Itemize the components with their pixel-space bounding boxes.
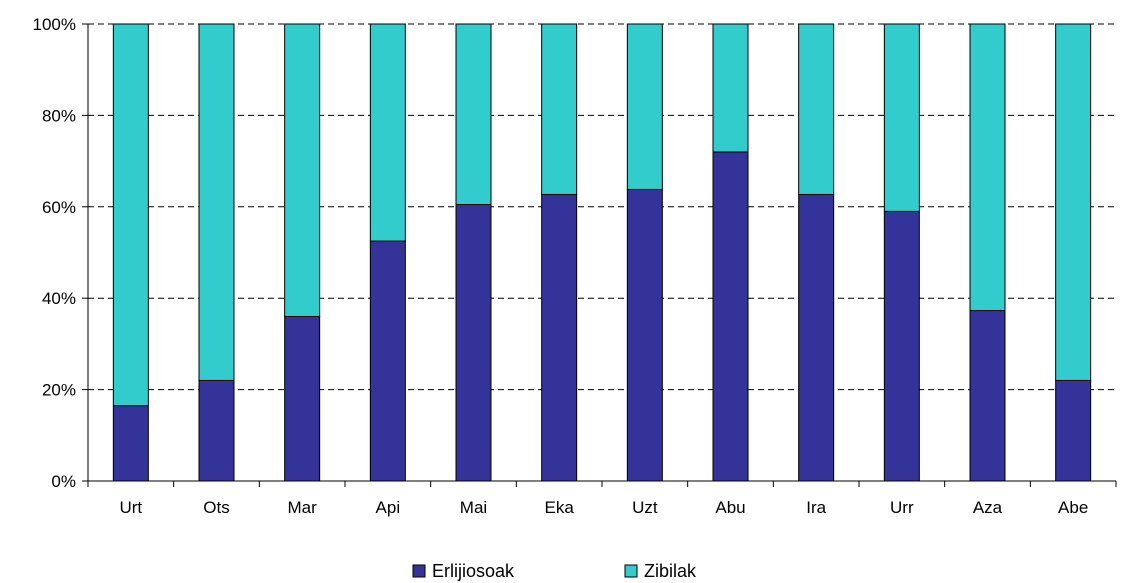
legend-label-zibilak: Zibilak xyxy=(644,561,697,581)
bar-zibilak-urt xyxy=(112,23,149,407)
y-tick-label: 40% xyxy=(42,289,76,308)
bar-zibilak-abu xyxy=(712,23,749,153)
x-tick-label: Mai xyxy=(460,498,487,517)
y-tick-label: 20% xyxy=(42,381,76,400)
legend-swatch-zibilak xyxy=(624,564,638,578)
x-tick-label: Urt xyxy=(119,498,142,517)
x-tick-label: Aza xyxy=(973,498,1003,517)
x-tick-label: Uzt xyxy=(632,498,658,517)
bar-erlijiosoak-eka xyxy=(541,193,578,482)
bar-erlijiosoak-abu xyxy=(712,151,749,482)
bars xyxy=(112,23,1092,482)
bar-erlijiosoak-uzt xyxy=(626,188,663,482)
bar-zibilak-ira xyxy=(798,23,835,195)
x-tick-label: Ots xyxy=(203,498,229,517)
legend: Erlijiosoak Zibilak xyxy=(412,561,697,581)
bar-erlijiosoak-urt xyxy=(112,405,149,482)
bar-zibilak-eka xyxy=(541,23,578,195)
x-tick-label: Ira xyxy=(806,498,826,517)
bar-zibilak-aza xyxy=(969,23,1006,312)
bar-erlijiosoak-mai xyxy=(455,204,492,482)
bar-zibilak-urr xyxy=(883,23,920,212)
bar-zibilak-mai xyxy=(455,23,492,206)
bar-erlijiosoak-ira xyxy=(798,193,835,482)
x-tick-label: Abe xyxy=(1058,498,1088,517)
x-tick-label: Urr xyxy=(890,498,914,517)
bar-zibilak-api xyxy=(369,23,406,242)
bar-erlijiosoak-aza xyxy=(969,310,1006,482)
legend-swatch-erlijiosoak xyxy=(412,564,426,578)
gridlines xyxy=(88,23,1116,391)
bar-erlijiosoak-urr xyxy=(883,210,920,482)
bar-erlijiosoak-ots xyxy=(198,379,235,482)
bar-zibilak-uzt xyxy=(626,23,663,190)
y-tick-label: 80% xyxy=(42,106,76,125)
bar-zibilak-mar xyxy=(284,23,321,317)
y-tick-label: 60% xyxy=(42,198,76,217)
bar-zibilak-abe xyxy=(1055,23,1092,381)
axes xyxy=(82,23,1117,487)
x-tick-label: Abu xyxy=(715,498,745,517)
y-tick-label: 100% xyxy=(33,15,76,34)
y-tick-labels: 0% 20% 40% 60% 80% 100% xyxy=(33,15,76,491)
bar-erlijiosoak-mar xyxy=(284,315,321,482)
bar-erlijiosoak-abe xyxy=(1055,379,1092,482)
bar-erlijiosoak-api xyxy=(369,240,406,482)
bar-zibilak-ots xyxy=(198,23,235,381)
x-tick-labels: Urt Ots Mar Api Mai Eka Uzt Abu Ira Urr Aza Abe xyxy=(119,498,1088,517)
y-tick-label: 0% xyxy=(51,472,76,491)
x-tick-label: Api xyxy=(376,498,401,517)
x-tick-label: Eka xyxy=(545,498,575,517)
legend-label-erlijiosoak: Erlijiosoak xyxy=(432,561,515,581)
x-tick-label: Mar xyxy=(288,498,318,517)
